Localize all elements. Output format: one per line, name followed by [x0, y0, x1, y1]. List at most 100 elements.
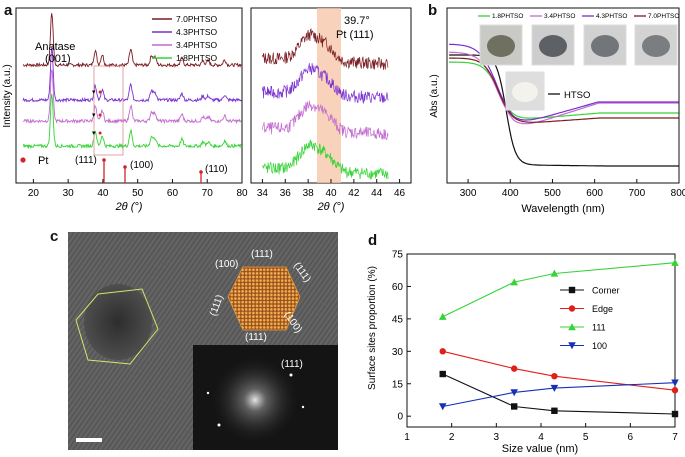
data-point-edge [551, 372, 558, 380]
legend-marker-111 [568, 323, 576, 331]
tem-image: (100) (111) (111) (100) (111) (111) (111… [68, 232, 338, 450]
d-x-tick-label: 5 [583, 432, 589, 443]
legend-marker-100 [568, 342, 576, 350]
uvvis-legend-4-3: 4.3PHTSO [596, 13, 627, 20]
d-x-tick-label: 7 [672, 432, 678, 443]
uvvis-xlabel: Wavelength (nm) [521, 203, 604, 215]
particle-outline-hexagon [75, 288, 159, 365]
series-line-100 [442, 382, 676, 408]
data-point-111 [438, 312, 447, 320]
uvvis-tick-label: 600 [586, 188, 603, 199]
xrd-curve [22, 13, 242, 68]
d-y-tick-label: 75 [392, 250, 404, 261]
legend-marker-corner [568, 286, 576, 294]
panel-letter-b: b [428, 2, 438, 19]
zoom-tick-label: 36 [280, 188, 292, 199]
facet-label-top: (111) [251, 249, 273, 260]
d-x-tick-label: 2 [449, 432, 455, 443]
zoom-xlabel: 2θ (°) [317, 201, 345, 213]
xrd-curve [22, 69, 242, 125]
facet-label-top-left: (100) [215, 259, 239, 270]
xrd-tick-label: 60 [167, 188, 179, 199]
xrd-ylabel: Intensity (a.u.) [2, 64, 13, 127]
d-x-tick-label: 4 [538, 432, 544, 443]
panel-letter-d: d [368, 232, 378, 249]
d-y-tick-label: 45 [392, 314, 404, 325]
d-y-tick-label: 30 [392, 347, 404, 358]
anatase-label: Anatase [35, 41, 75, 53]
uvvis-ticks: 300 400 500 600 700 800 [460, 179, 685, 199]
uvvis-curves [449, 43, 679, 167]
data-point-edge [439, 348, 446, 355]
zoom-curve [262, 28, 389, 70]
xrd-tick-label: 80 [236, 188, 248, 199]
data-point-100 [671, 379, 679, 387]
fft-spot [289, 373, 293, 377]
data-point-100 [510, 389, 518, 397]
d-y-tick-label: 60 [392, 282, 404, 293]
legend-label-edge: Edge [592, 304, 613, 314]
xrd-curves [22, 13, 242, 150]
xrd-legend-4-3: 4.3PHTSO [176, 27, 217, 37]
svg-text:●: ● [98, 112, 102, 119]
xrd-curve [22, 93, 242, 150]
uvvis-ylabel: Abs (a.u.) [429, 74, 440, 117]
zoom-curve [262, 100, 389, 141]
d-x-tick-label: 6 [628, 432, 634, 443]
zoom-ticks: 34 36 38 40 42 44 46 [257, 179, 406, 199]
xrd-tick-label: 30 [63, 188, 75, 199]
data-point-111 [510, 278, 518, 286]
fft-plane-label: (111) [281, 359, 303, 370]
legend-label-111: 111 [592, 323, 606, 333]
d-y-tick-label: 0 [397, 412, 403, 423]
zoom-tick-label: 42 [348, 188, 360, 199]
zoom-tick-label: 38 [303, 188, 315, 199]
uvvis-tick-label: 700 [628, 188, 645, 199]
xrd-legend-1-8: 1.8PHTSO [176, 53, 217, 63]
panel-letter-a: a [4, 2, 13, 19]
d-plot-frame [406, 253, 676, 428]
d-x-tick-label: 3 [494, 432, 500, 443]
uvvis-legend-1-8: 1.8PHTSO [492, 13, 523, 20]
uvvis-tick-label: 500 [544, 188, 561, 199]
fft-spot [206, 391, 210, 395]
xrd-legend: 7.0PHTSO 4.3PHTSO 3.4PHTSO 1.8PHTSO [152, 14, 217, 63]
series-line-corner [442, 373, 676, 415]
xrd-tick-label: 50 [132, 188, 144, 199]
data-point-corner [439, 370, 446, 378]
series-line-111 [442, 262, 676, 318]
svg-text:●: ● [98, 89, 102, 96]
scale-bar [76, 438, 102, 442]
uvvis-curve [449, 61, 679, 119]
data-point-111 [671, 258, 679, 266]
zoom-curve [262, 139, 389, 180]
pt-plane-100: (100) [130, 160, 153, 171]
xrd-tick-label: 40 [97, 188, 109, 199]
fft-spot [301, 405, 305, 409]
fft-inset: (111) [193, 345, 338, 450]
series-line-edge [442, 350, 676, 391]
pt-label: Pt [38, 155, 48, 167]
data-point-edge [671, 387, 679, 394]
zoom-tick-label: 40 [325, 188, 337, 199]
uvvis-curve [449, 54, 679, 167]
d-ylabel: Surface sites proportion (%) [367, 266, 378, 390]
xrd-legend-7-0: 7.0PHTSO [176, 14, 217, 24]
zoom-tick-label: 46 [394, 188, 406, 199]
legend-label-100: 100 [592, 341, 607, 351]
d-xlabel: Size value (nm) [502, 443, 578, 455]
xrd-ticks: 20 30 40 50 60 70 80 [28, 179, 248, 199]
svg-text:▾: ▾ [92, 130, 96, 137]
data-point-corner [511, 403, 518, 410]
uvvis-tick-label: 400 [502, 188, 519, 199]
data-point-100 [550, 384, 559, 392]
htso-label: HTSO [564, 90, 590, 101]
svg-text:▾: ▾ [92, 112, 96, 119]
legend-marker-edge [568, 305, 576, 312]
data-point-edge [511, 365, 518, 372]
uvvis-chart: Abs (a.u.) 300 400 500 600 700 800 1.8PHTSO 3… [429, 7, 685, 215]
pt-reference-tips [102, 158, 203, 174]
svg-text:●: ● [98, 130, 102, 137]
